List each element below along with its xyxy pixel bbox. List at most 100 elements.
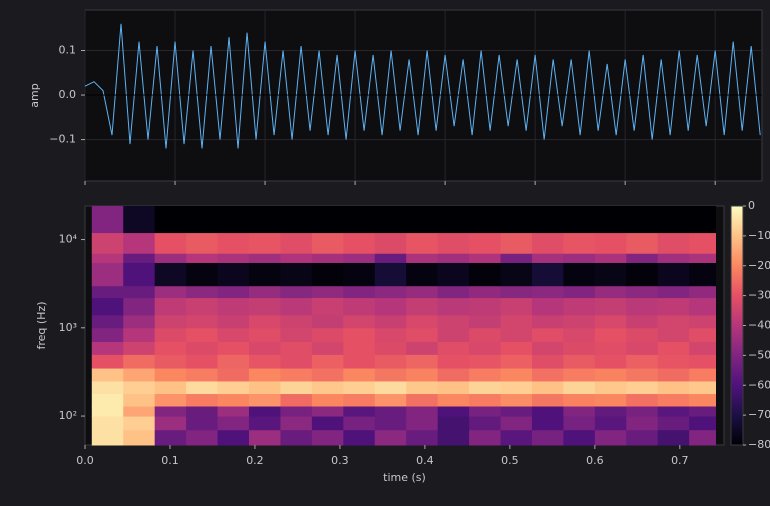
spectrogram-cell [186,253,219,263]
spectrogram-cell [343,429,376,446]
spectrogram-cell [594,314,627,329]
x-tick-label: 0.2 [246,454,264,467]
spectrogram-cell [91,429,124,446]
spectrogram-cell [500,393,533,407]
spectrogram-cell [406,393,439,407]
spectrogram-cell [657,262,690,287]
spectrogram-cell [186,368,219,382]
spectrogram-cell [123,341,156,355]
spectrogram-cell [657,253,690,263]
spectrogram-cell [500,429,533,446]
spectrogram-cell [186,327,219,342]
spectrogram-cell [563,354,596,369]
spectrogram-cell [154,262,187,287]
spectrogram-cell [280,285,313,299]
y-tick-label: 10³ [59,321,77,334]
spectrogram-cell [626,297,659,316]
spectrogram-cell [689,327,717,342]
spectrogram-cell [689,354,717,369]
spectrogram-cell [154,232,187,254]
colorbar-tick-label: −50 [748,348,770,361]
colorbar-tick-label: −80 [748,438,770,451]
spectrogram-cell [469,416,502,431]
spectrogram-cell [563,285,596,299]
spectrogram-cell [657,406,690,417]
colorbar-tick-label: −70 [748,408,770,421]
spectrogram-cell [91,297,124,316]
spectrogram-cell [91,206,124,234]
spectrogram-cell [689,393,717,407]
spectrogram-cell [469,253,502,263]
spectrogram-cell [280,368,313,382]
spectrogram-cell [91,262,124,287]
spectrogram-cell [531,285,564,299]
spectrogram-cell [91,285,124,299]
spectrogram-cell [280,429,313,446]
spectrogram-cell [626,314,659,329]
spectrogram-cell [594,262,627,287]
spectrogram-cell [594,380,627,395]
spectrogram-cell [374,354,407,369]
x-tick-label: 0.7 [671,454,689,467]
spectrogram-cell [154,341,187,355]
spectrogram-cell [500,354,533,369]
spectrogram-cell [657,380,690,395]
spectrogram-cell [531,406,564,417]
spectrogram-cell [626,232,659,254]
spectrogram-cell [217,232,250,254]
spectrogram-cell [626,368,659,382]
spectrogram-cell [531,232,564,254]
spectrogram-cell [217,380,250,395]
spectrogram-cell [374,327,407,342]
spectrogram-cell [248,393,281,407]
spectrogram-cell [500,327,533,342]
spectrogram-cell [469,232,502,254]
spectrogram-cell [217,206,250,234]
spectrogram-cell [248,429,281,446]
spectrogram-cell [91,314,124,329]
spectrogram-cell [311,206,344,234]
spectrogram-cell [374,285,407,299]
spectrogram-cell [437,429,470,446]
spectrogram-cell [91,393,124,407]
spectrogram-cell [374,393,407,407]
x-tick-label: 0.6 [586,454,604,467]
spectrogram-cell [437,406,470,417]
spectrogram-cell [469,354,502,369]
spectrogram-cell [123,380,156,395]
spectrogram-cell [154,206,187,234]
spectrogram-cell [437,297,470,316]
spectrogram-cell [531,380,564,395]
spectrogram-cell [531,327,564,342]
spectrogram-cell [248,368,281,382]
spectrogram-cell [374,253,407,263]
spectrogram-cell [343,368,376,382]
spectrogram-cell [531,354,564,369]
spectrogram-cell [280,406,313,417]
spectrogram-cell [154,354,187,369]
spectrogram-cell [154,253,187,263]
spectrogram-cell [280,206,313,234]
spectrogram-cell [343,314,376,329]
colorbar-tick-label: −40 [748,319,770,332]
spectrogram-cell [311,416,344,431]
spectrogram-cell [531,262,564,287]
spectrogram-cell [500,262,533,287]
x-tick-label: 0.3 [331,454,349,467]
spectrogram-cell [531,253,564,263]
spectrogram-cell [280,262,313,287]
spectrogram-cell [123,416,156,431]
spectrogram-cell [186,429,219,446]
spectrogram-cell [123,368,156,382]
spectrogram-cell [217,297,250,316]
spectrogram-cell [280,416,313,431]
spectrogram-cell [437,327,470,342]
spectrogram-cell [406,314,439,329]
spectrogram-cell [657,232,690,254]
spectrogram-cell [374,232,407,254]
spectrogram-cell [500,253,533,263]
spectrogram-cell [469,297,502,316]
spectrogram-cell [280,253,313,263]
spectrogram-cell [626,285,659,299]
spectrogram-cell [123,393,156,407]
